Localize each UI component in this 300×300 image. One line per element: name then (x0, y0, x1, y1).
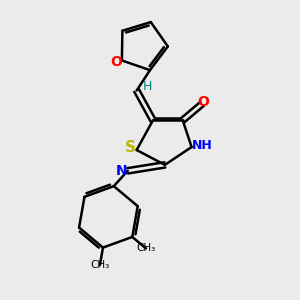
Text: N: N (116, 164, 128, 178)
Text: NH: NH (192, 139, 212, 152)
Text: O: O (198, 95, 209, 110)
Text: H: H (143, 80, 153, 94)
Text: CH₃: CH₃ (90, 260, 110, 270)
Text: S: S (124, 140, 136, 155)
Text: O: O (111, 55, 122, 69)
Text: CH₃: CH₃ (136, 243, 156, 254)
